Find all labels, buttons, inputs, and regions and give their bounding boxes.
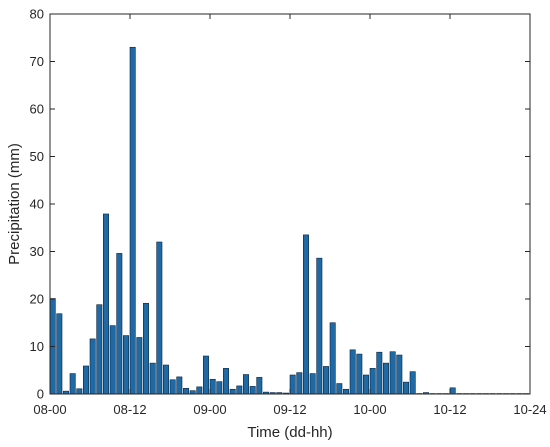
precipitation-bar	[256, 377, 263, 395]
precipitation-bar	[183, 387, 189, 395]
precipitation-bar	[403, 381, 409, 395]
precipitation-bar	[123, 335, 129, 395]
precipitation-bar	[309, 373, 316, 395]
precipitation-bar	[143, 302, 149, 395]
y-tick-label: 70	[30, 54, 44, 69]
x-tick-label: 08-00	[33, 402, 66, 417]
precipitation-bar	[383, 362, 389, 395]
precipitation-bar	[216, 381, 223, 395]
precipitation-bar	[329, 322, 336, 395]
precipitation-bar	[76, 388, 83, 395]
y-tick-label: 40	[30, 197, 44, 212]
precipitation-bar	[169, 379, 176, 395]
precipitation-bar	[376, 351, 383, 395]
precipitation-bar	[389, 351, 396, 395]
x-tick-label: 10-24	[513, 402, 546, 417]
precipitation-bar	[129, 46, 136, 395]
precipitation-bar	[449, 387, 456, 395]
precipitation-bar	[303, 234, 309, 395]
precipitation-bar	[356, 353, 363, 395]
precipitation-bar	[163, 364, 169, 395]
y-tick-label: 50	[30, 149, 44, 164]
y-axis: 0 10 20 30 40 50 60 70 80	[30, 7, 530, 402]
precipitation-bar	[156, 241, 163, 395]
y-tick-label: 0	[37, 387, 44, 402]
precipitation-bar	[229, 388, 236, 395]
precipitation-bar	[116, 253, 123, 395]
y-tick-label: 60	[30, 102, 44, 117]
y-tick-label: 30	[30, 244, 44, 259]
precipitation-bar	[56, 313, 63, 395]
x-tick-label: 09-00	[193, 402, 226, 417]
precipitation-bar	[316, 257, 323, 395]
x-axis: 08-00 08-12 09-00 09-12 10-00 10-12 10-24	[33, 14, 547, 417]
x-tick-label: 10-12	[433, 402, 466, 417]
y-axis-title: Precipitation (mm)	[6, 143, 23, 265]
x-tick-label: 09-12	[273, 402, 306, 417]
precipitation-bar	[243, 374, 249, 395]
precipitation-bar	[209, 378, 216, 395]
precipitation-bar	[196, 386, 203, 395]
precipitation-bar	[176, 376, 183, 395]
precipitation-bar	[369, 368, 376, 395]
precipitation-bar	[149, 362, 156, 395]
precipitation-bar	[323, 366, 329, 395]
precipitation-bar	[69, 373, 76, 395]
y-tick-label: 10	[30, 339, 44, 354]
y-tick-label: 80	[30, 7, 44, 22]
x-tick-label: 10-00	[353, 402, 386, 417]
precipitation-bar	[96, 304, 103, 395]
precipitation-bar	[136, 337, 143, 395]
precipitation-bar	[289, 374, 296, 395]
x-axis-title: Time (dd-hh)	[247, 424, 332, 441]
precipitation-bar	[349, 349, 356, 395]
precipitation-bar	[343, 388, 349, 395]
precipitation-bar	[336, 383, 343, 395]
precipitation-bar	[203, 355, 209, 395]
y-tick-label: 20	[30, 292, 44, 307]
precipitation-bar	[83, 365, 89, 395]
precipitation-bar	[103, 213, 109, 395]
x-tick-label: 08-12	[113, 402, 146, 417]
precipitation-bar	[223, 368, 229, 395]
precipitation-bar	[409, 371, 416, 395]
precipitation-bar	[396, 354, 403, 395]
precipitation-bar	[89, 338, 96, 395]
precipitation-bar	[363, 374, 369, 395]
precipitation-bar	[236, 385, 243, 395]
precipitation-bar	[109, 325, 116, 395]
precipitation-bar	[296, 372, 303, 395]
precipitation-bar	[249, 386, 256, 395]
